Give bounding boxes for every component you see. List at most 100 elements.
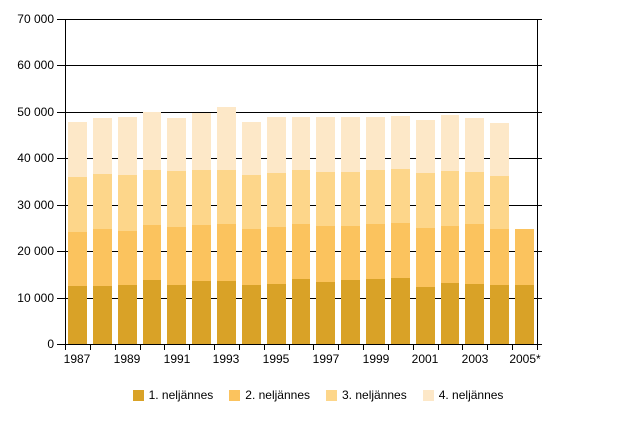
bar-segment — [341, 116, 361, 172]
legend-item: 3. neljännes — [326, 388, 407, 402]
bar-segment — [92, 174, 112, 230]
bar-segment — [316, 171, 336, 226]
legend-item: 1. neljännes — [132, 388, 213, 402]
bar-segment — [117, 284, 137, 344]
bar-segment — [192, 280, 212, 344]
bar-segment — [68, 285, 87, 344]
x-axis-tick — [239, 345, 240, 350]
gridline — [65, 65, 537, 66]
frame-bottom — [65, 344, 538, 345]
bar-segment — [366, 170, 385, 225]
y-tick-label: 10 000 — [17, 291, 54, 305]
plot-area — [65, 19, 537, 344]
bar-1993 — [217, 107, 236, 344]
legend-item: 4. neljännes — [422, 388, 503, 402]
x-axis-tick — [363, 345, 364, 350]
y-axis-tick — [57, 205, 65, 206]
bar-segment — [92, 117, 112, 175]
y-axis-tick — [57, 344, 65, 345]
bar-1997 — [316, 116, 336, 344]
bar-segment — [142, 170, 162, 226]
y-axis-tick-right — [538, 19, 542, 20]
bar-segment — [167, 284, 187, 344]
x-axis-tick — [388, 345, 389, 350]
bar-segment — [266, 284, 286, 344]
bar-segment — [266, 227, 286, 285]
bar-2002 — [440, 114, 460, 344]
x-tick-label: 1987 — [63, 352, 91, 366]
frame-right — [537, 19, 538, 345]
bar-segment — [117, 231, 137, 285]
y-tick-label: 40 000 — [17, 151, 54, 165]
bar-segment — [316, 225, 336, 283]
frame-left — [65, 19, 66, 345]
bar-segment — [316, 116, 336, 172]
x-axis-tick — [537, 345, 538, 350]
y-axis-tick — [57, 112, 65, 113]
bar-segment — [440, 226, 460, 283]
bar-segment — [241, 229, 261, 285]
bar-1995 — [266, 117, 286, 344]
x-axis-tick — [65, 345, 66, 350]
bar-segment — [490, 228, 510, 286]
bar-1998 — [341, 116, 361, 344]
y-tick-label: 60 000 — [17, 58, 54, 72]
legend-label: 3. neljännes — [342, 388, 407, 402]
bar-1988 — [92, 117, 112, 344]
bar-segment — [440, 282, 460, 344]
x-axis-tick — [338, 345, 339, 350]
bar-segment — [192, 225, 212, 281]
y-axis-tick-right — [538, 112, 542, 113]
bar-segment — [117, 117, 137, 176]
bar-segment — [192, 169, 212, 226]
bar-segment — [217, 107, 236, 170]
bar-segment — [291, 223, 311, 280]
bar-segment — [142, 280, 162, 344]
legend-swatch — [326, 389, 337, 401]
bar-segment — [341, 225, 361, 281]
bar-segment — [241, 122, 261, 176]
bar-1992 — [192, 113, 212, 344]
bar-segment — [68, 177, 87, 233]
x-axis-tick — [313, 345, 314, 350]
bar-segment — [68, 232, 87, 286]
bar-2000 — [390, 115, 410, 344]
bar-segment — [142, 112, 162, 171]
bar-segment — [465, 117, 485, 172]
x-tick-label: 2003 — [461, 352, 489, 366]
legend-label: 2. neljännes — [245, 388, 310, 402]
y-tick-label: 50 000 — [17, 105, 54, 119]
bar-segment — [415, 120, 435, 174]
y-axis-tick-right — [538, 344, 542, 345]
bar-segment — [167, 117, 187, 172]
bar-segment — [490, 122, 510, 176]
y-tick-label: 0 — [47, 337, 54, 351]
y-tick-label: 30 000 — [17, 198, 54, 212]
bar-segment — [217, 280, 236, 344]
bar-segment — [167, 171, 187, 228]
bar-segment — [68, 122, 87, 178]
bar-segment — [490, 175, 510, 229]
bar-segment — [440, 114, 460, 172]
bar-segment — [266, 172, 286, 228]
x-axis-tick — [487, 345, 488, 350]
bar-segment — [440, 171, 460, 227]
x-tick-label: 1999 — [362, 352, 390, 366]
bar-segment — [515, 284, 534, 344]
bar-segment — [465, 171, 485, 225]
bar-segment — [366, 224, 385, 279]
x-axis-tick — [289, 345, 290, 350]
bar-segment — [390, 115, 410, 169]
bar-segment — [366, 279, 385, 344]
bar-segment — [390, 278, 410, 344]
y-axis-tick-right — [538, 65, 542, 66]
bar-segment — [167, 227, 187, 285]
bar-2005 — [515, 229, 534, 344]
x-axis-tick — [413, 345, 414, 350]
bar-segment — [217, 224, 236, 281]
bar-segment — [465, 283, 485, 344]
bar-segment — [266, 117, 286, 173]
bar-segment — [92, 229, 112, 287]
y-tick-label: 70 000 — [17, 12, 54, 26]
bar-1990 — [142, 112, 162, 344]
